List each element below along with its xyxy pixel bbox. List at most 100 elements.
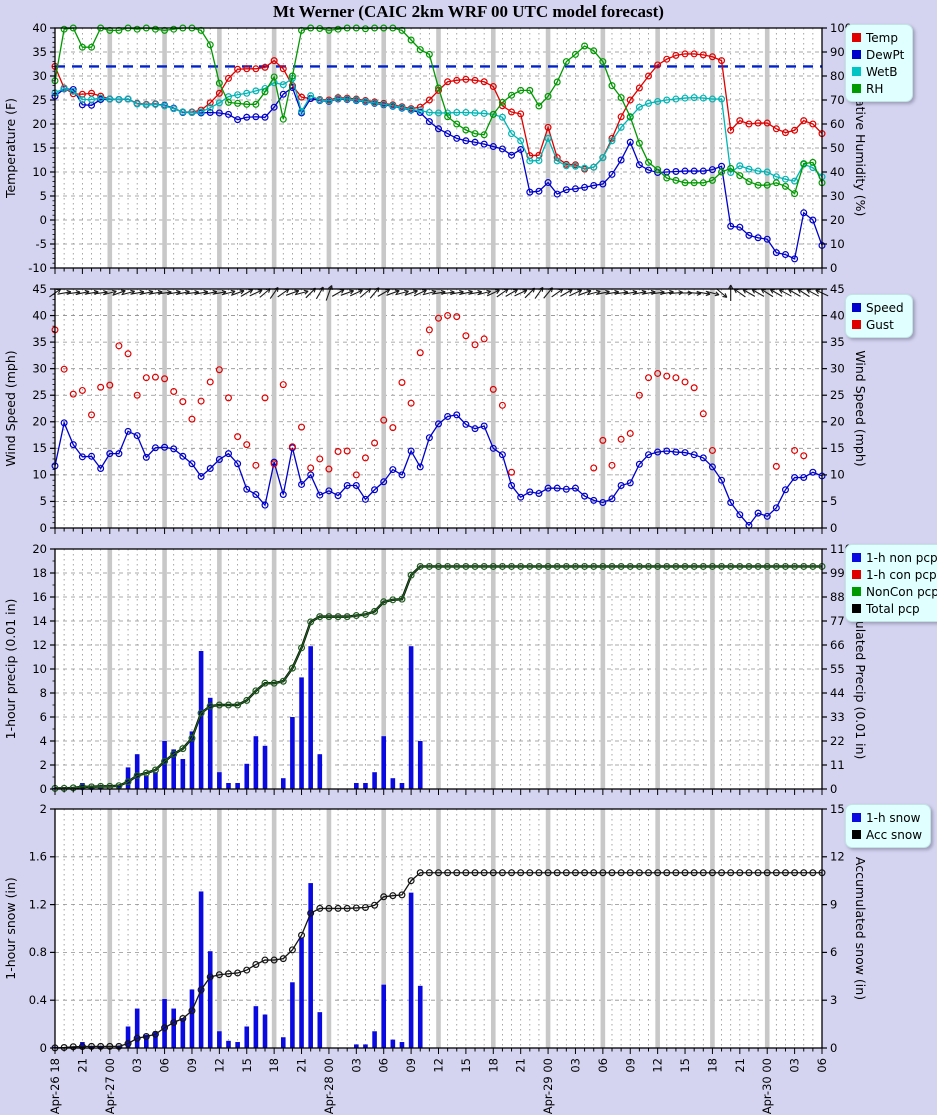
svg-text:45: 45: [830, 282, 845, 296]
svg-text:15: 15: [459, 1058, 473, 1073]
svg-text:0: 0: [830, 782, 837, 796]
svg-text:10: 10: [32, 468, 47, 482]
svg-text:9: 9: [830, 897, 837, 911]
svg-text:03: 03: [349, 1058, 363, 1073]
legend-wind: Speed Gust: [845, 294, 913, 338]
legend-swatch: [852, 320, 861, 329]
svg-text:03: 03: [568, 1058, 582, 1073]
svg-text:03: 03: [130, 1058, 144, 1073]
svg-text:21: 21: [514, 1058, 528, 1073]
svg-text:25: 25: [32, 93, 47, 107]
svg-text:40: 40: [830, 308, 845, 322]
svg-text:30: 30: [830, 189, 845, 203]
svg-text:12: 12: [32, 638, 47, 652]
legend-item-rh: RH: [852, 80, 904, 97]
svg-text:5: 5: [40, 494, 47, 508]
series-wetb: [51, 74, 826, 185]
svg-text:Apr-26 18: Apr-26 18: [48, 1058, 62, 1114]
svg-text:-5: -5: [36, 237, 47, 251]
svg-text:06: 06: [158, 1058, 172, 1073]
svg-text:18: 18: [32, 566, 47, 580]
panel-snow: 0 0.4 0.8 1.2 1.6 2 0 3 6 9 12 15 1-hour snow (in) Ac…: [3, 802, 868, 1055]
svg-text:5: 5: [40, 189, 47, 203]
svg-text:09: 09: [623, 1058, 637, 1073]
svg-text:Apr-30 00: Apr-30 00: [760, 1058, 774, 1114]
svg-text:11: 11: [830, 758, 845, 772]
legend-swatch: [852, 84, 861, 93]
svg-text:15: 15: [240, 1058, 254, 1073]
svg-text:0: 0: [40, 1041, 47, 1055]
svg-text:14: 14: [32, 614, 47, 628]
svg-text:25: 25: [32, 388, 47, 402]
svg-text:09: 09: [185, 1058, 199, 1073]
svg-text:0: 0: [40, 521, 47, 535]
legend-swatch: [852, 570, 861, 579]
svg-text:06: 06: [815, 1058, 829, 1073]
svg-text:Apr-28 00: Apr-28 00: [322, 1058, 336, 1114]
legend-swatch: [852, 67, 861, 76]
y-axis-title-right-snow: Accumulated snow (in): [853, 857, 868, 1000]
svg-text:33: 33: [830, 710, 845, 724]
legend-precip: 1-h non pcp 1-h con pcp NonCon pcp Total pc…: [845, 544, 937, 622]
svg-text:80: 80: [830, 69, 845, 83]
y-axis-title-right-wind: Wind Speed (mph): [853, 350, 868, 466]
svg-text:0: 0: [40, 782, 47, 796]
svg-text:90: 90: [830, 45, 845, 59]
series-gust: [51, 312, 808, 479]
svg-text:10: 10: [830, 237, 845, 251]
svg-text:12: 12: [432, 1058, 446, 1073]
svg-text:22: 22: [830, 734, 845, 748]
legend-item-acc-snow: Acc snow: [852, 826, 922, 843]
svg-text:06: 06: [377, 1058, 391, 1073]
series-speed: [51, 411, 826, 529]
series-1-h-snow: [52, 883, 423, 1048]
svg-text:99: 99: [830, 566, 845, 580]
legend-item-1-h-con-pcp: 1-h con pcp: [852, 566, 937, 583]
svg-text:20: 20: [32, 117, 47, 131]
legend-swatch: [852, 587, 861, 596]
svg-text:6: 6: [830, 945, 837, 959]
svg-text:55: 55: [830, 662, 845, 676]
svg-text:0.4: 0.4: [29, 993, 47, 1007]
series-1-h-non-pcp: [52, 646, 423, 789]
svg-text:70: 70: [830, 93, 845, 107]
svg-text:45: 45: [32, 282, 47, 296]
legend-swatch: [852, 604, 861, 613]
svg-text:0: 0: [830, 521, 837, 535]
svg-text:20: 20: [32, 542, 47, 556]
svg-text:6: 6: [40, 710, 47, 724]
svg-text:8: 8: [40, 686, 47, 700]
svg-text:15: 15: [32, 141, 47, 155]
svg-text:20: 20: [830, 415, 845, 429]
svg-text:09: 09: [404, 1058, 418, 1073]
svg-text:16: 16: [32, 590, 47, 604]
legend-item-wetb: WetB: [852, 63, 904, 80]
legend-swatch: [852, 50, 861, 59]
svg-text:66: 66: [830, 638, 845, 652]
svg-text:15: 15: [32, 441, 47, 455]
svg-text:2: 2: [40, 802, 47, 816]
y-axis-title-right-temperature-humidity: Relative Humidity (%): [853, 80, 868, 217]
svg-text:18: 18: [267, 1058, 281, 1073]
svg-text:0: 0: [830, 1041, 837, 1055]
svg-text:0: 0: [40, 213, 47, 227]
legend-item-speed: Speed: [852, 299, 904, 316]
svg-text:30: 30: [32, 69, 47, 83]
svg-text:2: 2: [40, 758, 47, 772]
svg-text:3: 3: [830, 993, 837, 1007]
legend-swatch: [852, 830, 861, 839]
legend-snow: 1-h snow Acc snow: [845, 804, 932, 848]
svg-text:40: 40: [32, 308, 47, 322]
svg-text:Apr-27 00: Apr-27 00: [103, 1058, 117, 1114]
svg-text:0: 0: [830, 261, 837, 275]
svg-text:18: 18: [486, 1058, 500, 1073]
svg-text:88: 88: [830, 590, 845, 604]
legend-item-dewpt: DewPt: [852, 46, 904, 63]
svg-text:21: 21: [75, 1058, 89, 1073]
legend-item-1-h-snow: 1-h snow: [852, 809, 922, 826]
svg-text:60: 60: [830, 117, 845, 131]
y-axis-title-left-wind: Wind Speed (mph): [3, 350, 18, 466]
svg-text:50: 50: [830, 141, 845, 155]
